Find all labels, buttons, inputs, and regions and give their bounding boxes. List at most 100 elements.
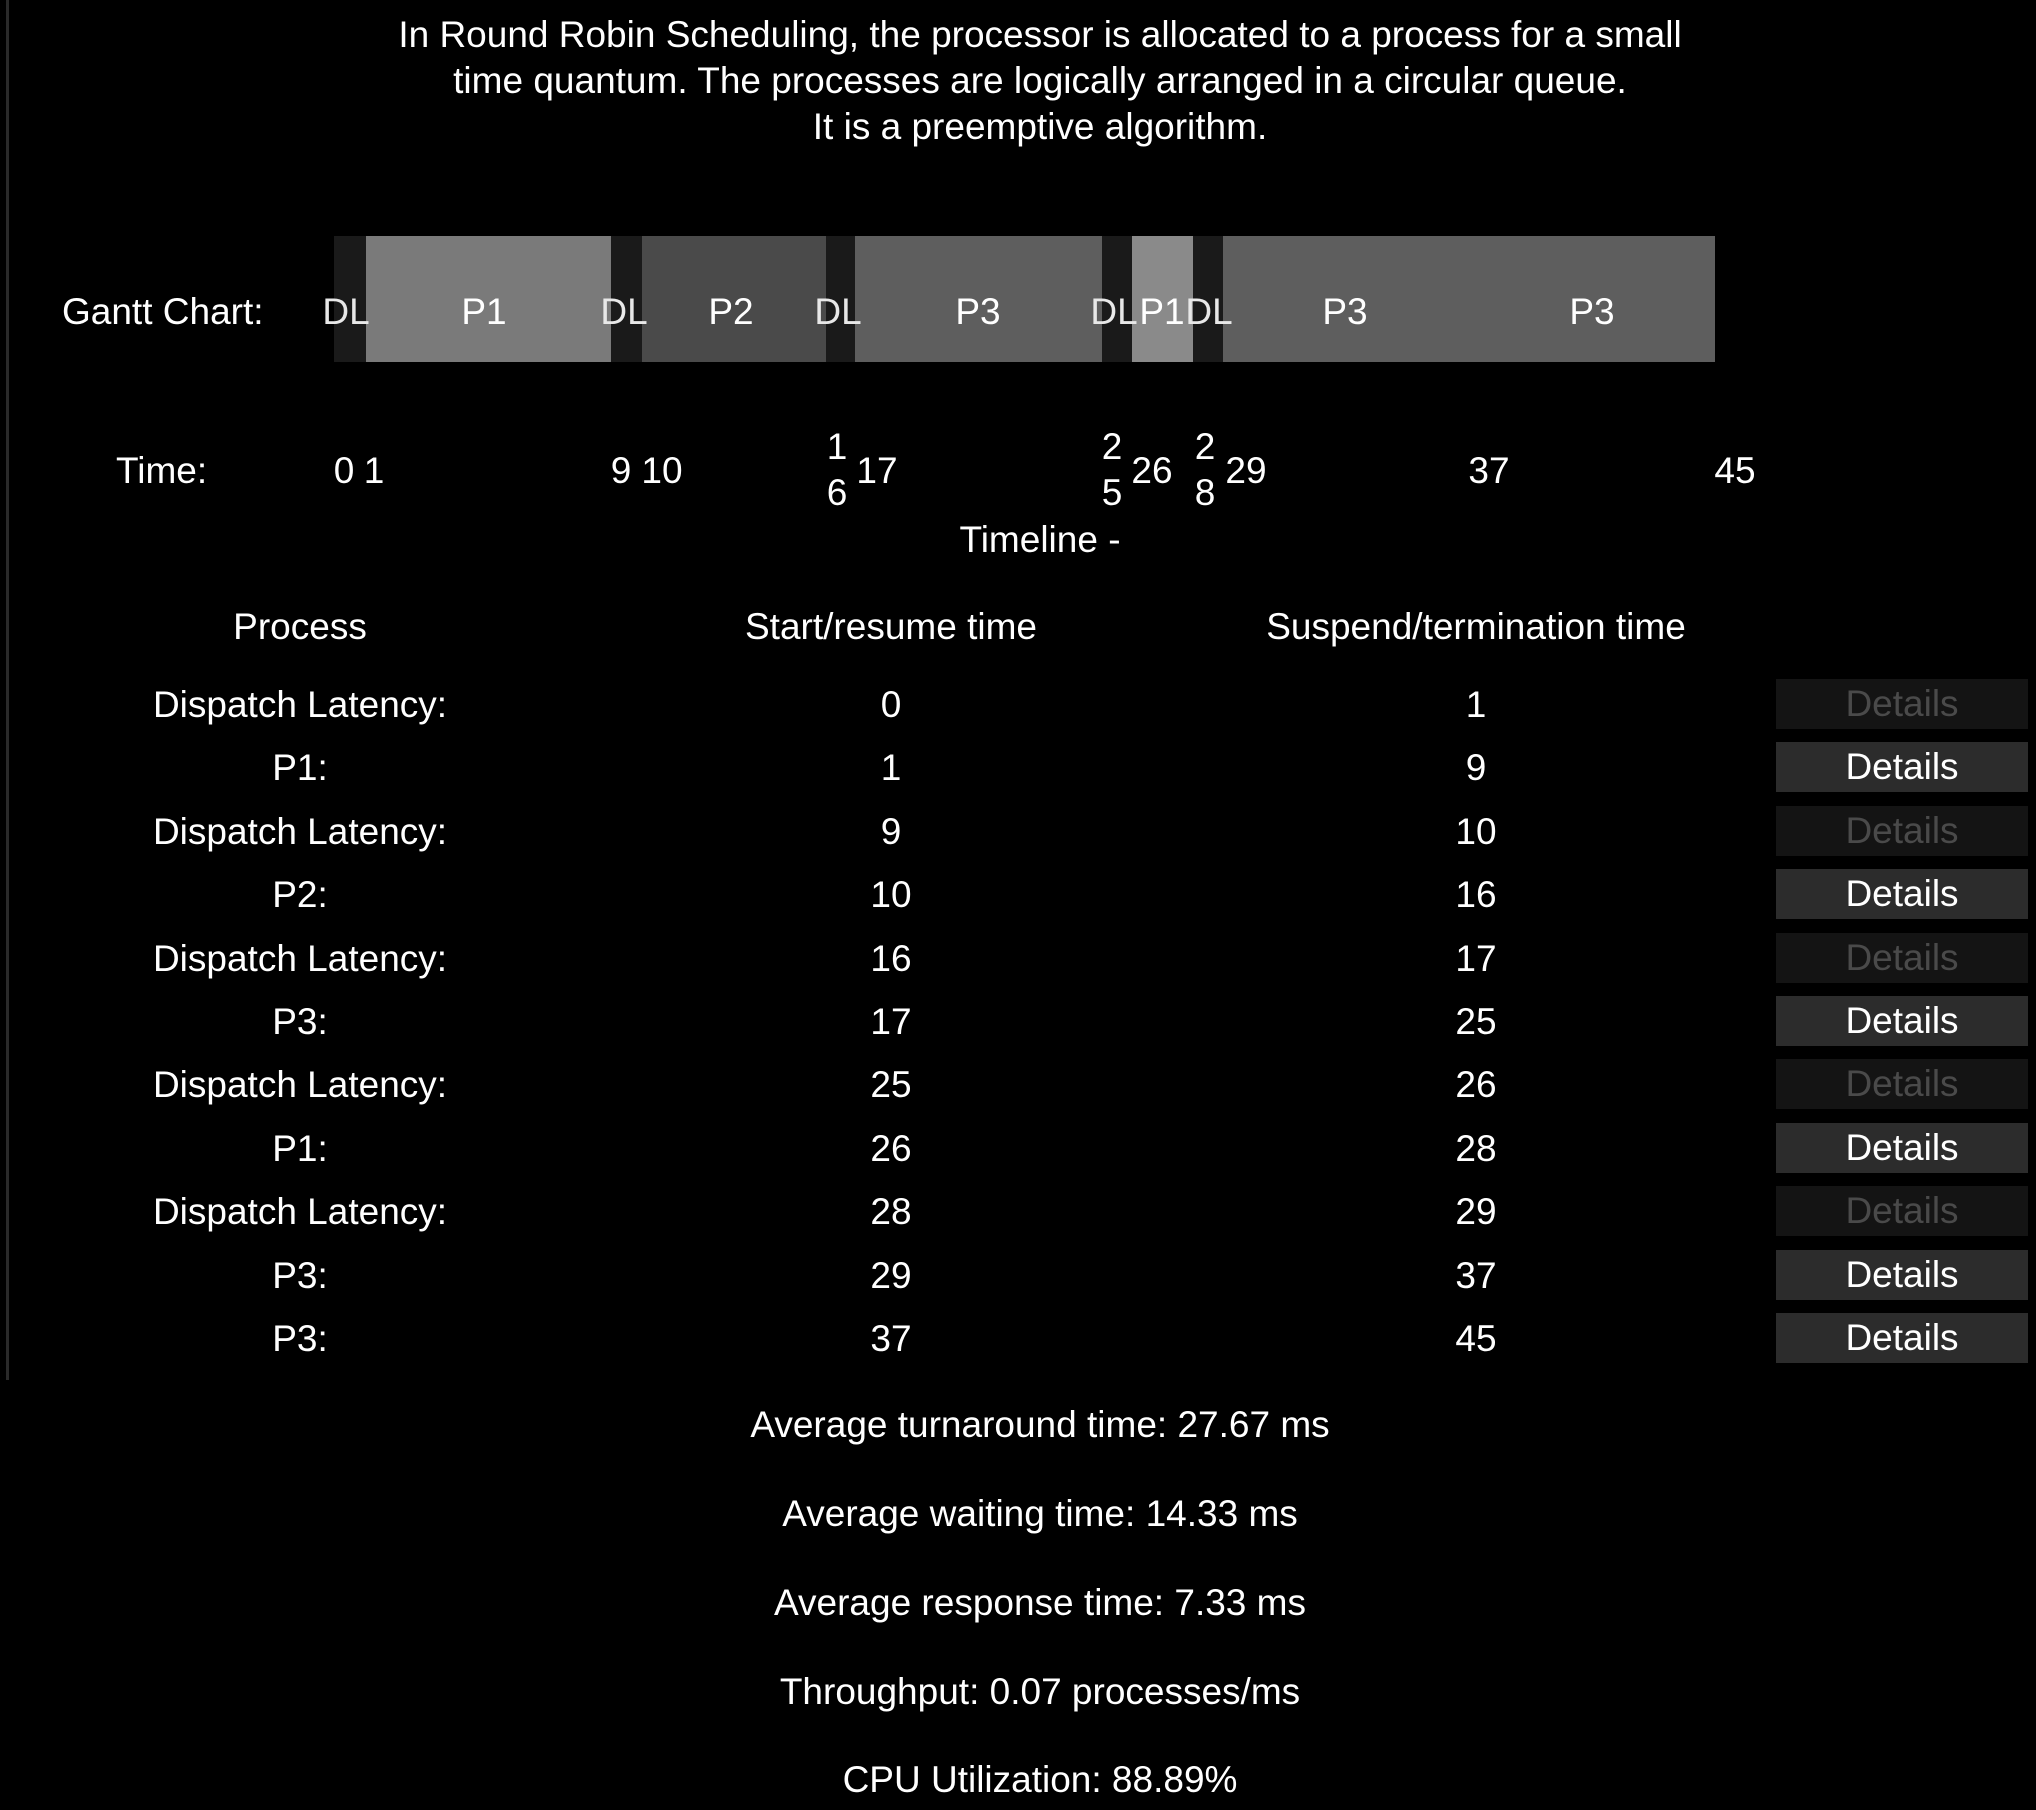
gantt-segment-p1-1 (366, 236, 611, 362)
timeline-tick: 0 (333, 450, 355, 491)
throughput: Throughput: 0.07 processes/ms (779, 1671, 1301, 1712)
process-name: Dispatch Latency: (152, 1191, 448, 1232)
table-row: Dispatch Latency: 9 10 Details (0, 800, 2036, 863)
gantt-segment-dl-0 (334, 236, 366, 362)
end-time: 10 (1455, 811, 1497, 852)
details-button[interactable]: Details (1776, 869, 2028, 919)
table-row: P3: 17 25 Details (0, 990, 2036, 1053)
timeline-tick: 29 (1225, 450, 1267, 491)
start-time: 25 (870, 1064, 912, 1105)
cpu-utilization: CPU Utilization: 88.89% (842, 1759, 1238, 1800)
gantt-segment-p3-37 (1469, 236, 1715, 362)
gantt-segment-label: DL (1185, 291, 1233, 332)
process-name: P1: (272, 1128, 328, 1169)
table-row: Dispatch Latency: 28 29 Details (0, 1180, 2036, 1243)
details-button: Details (1776, 933, 2028, 983)
timeline-tick: 37 (1468, 450, 1510, 491)
gantt-segment-label: DL (322, 291, 370, 332)
timeline-tick: 17 (856, 450, 898, 491)
gantt-chart (0, 236, 2036, 362)
gantt-segment-label: DL (600, 291, 648, 332)
table-row: P1: 26 28 Details (0, 1117, 2036, 1180)
process-name: P2: (272, 874, 328, 915)
end-time: 28 (1455, 1128, 1497, 1169)
gantt-segment-label: DL (814, 291, 862, 332)
table-row: P2: 10 16 Details (0, 863, 2036, 926)
gantt-segment-label: P1 (1139, 291, 1185, 332)
process-name: Dispatch Latency: (152, 938, 448, 979)
end-time: 9 (1465, 747, 1487, 788)
start-time: 0 (880, 684, 902, 725)
header-end-time: Suspend/termination time (1266, 606, 1686, 647)
gantt-segment-dl-25 (1102, 236, 1132, 362)
gantt-segment-dl-28 (1193, 236, 1223, 362)
description-line-3: It is a preemptive algorithm. (812, 106, 1268, 147)
end-time: 26 (1455, 1064, 1497, 1105)
table-row: P3: 29 37 Details (0, 1244, 2036, 1307)
gantt-segment-dl-9 (611, 236, 642, 362)
details-button[interactable]: Details (1776, 1313, 2028, 1363)
description-line-1: In Round Robin Scheduling, the processor… (398, 14, 1682, 55)
end-time: 45 (1455, 1318, 1497, 1359)
table-row: Dispatch Latency: 16 17 Details (0, 927, 2036, 990)
gantt-segment-p3-17 (855, 236, 1102, 362)
end-time: 17 (1455, 938, 1497, 979)
start-time: 37 (870, 1318, 912, 1359)
table-row: Dispatch Latency: 0 1 Details (0, 673, 2036, 736)
timeline-caption: Timeline - (959, 519, 1121, 560)
details-button[interactable]: Details (1776, 742, 2028, 792)
start-time: 10 (870, 874, 912, 915)
start-time: 1 (880, 747, 902, 788)
gantt-segment-label: P3 (1569, 291, 1615, 332)
gantt-segment-p1-26 (1132, 236, 1193, 362)
gantt-segment-label: P2 (708, 291, 754, 332)
start-time: 16 (870, 938, 912, 979)
timeline-tick: 45 (1714, 450, 1756, 491)
gantt-chart-label: Gantt Chart: (62, 291, 264, 332)
window-edge (6, 0, 9, 1380)
start-time: 29 (870, 1255, 912, 1296)
gantt-segment-label: DL (1090, 291, 1138, 332)
description-line-2: time quantum. The processes are logicall… (453, 60, 1627, 101)
avg-response-time: Average response time: 7.33 ms (774, 1582, 1306, 1623)
details-button[interactable]: Details (1776, 1123, 2028, 1173)
timeline-tick: 1 (363, 450, 385, 491)
timeline-tick: 10 (641, 450, 683, 491)
details-button: Details (1776, 806, 2028, 856)
start-time: 17 (870, 1001, 912, 1042)
gantt-segment-label: P1 (461, 291, 507, 332)
process-name: P1: (272, 747, 328, 788)
gantt-segment-p3-29 (1223, 236, 1469, 362)
time-label: Time: (116, 450, 208, 491)
process-name: Dispatch Latency: (152, 811, 448, 852)
process-name: Dispatch Latency: (152, 1064, 448, 1105)
table-row: P1: 1 9 Details (0, 736, 2036, 799)
timeline-tick: 26 (1131, 450, 1173, 491)
gantt-segment-label: P3 (955, 291, 1001, 332)
gantt-segment-p2-10 (642, 236, 826, 362)
timeline-tick: 9 (610, 450, 632, 491)
end-time: 37 (1455, 1255, 1497, 1296)
avg-waiting-time: Average waiting time: 14.33 ms (782, 1493, 1298, 1534)
details-button: Details (1776, 1059, 2028, 1109)
details-button: Details (1776, 1186, 2028, 1236)
end-time: 16 (1455, 874, 1497, 915)
avg-turnaround-time: Average turnaround time: 27.67 ms (750, 1404, 1330, 1445)
end-time: 1 (1465, 684, 1487, 725)
details-button[interactable]: Details (1776, 1250, 2028, 1300)
start-time: 26 (870, 1128, 912, 1169)
header-start-time: Start/resume time (745, 606, 1037, 647)
start-time: 9 (880, 811, 902, 852)
process-name: P3: (272, 1318, 328, 1359)
process-name: P3: (272, 1255, 328, 1296)
process-name: P3: (272, 1001, 328, 1042)
details-button: Details (1776, 679, 2028, 729)
table-row: Dispatch Latency: 25 26 Details (0, 1053, 2036, 1116)
header-process: Process (233, 606, 367, 647)
end-time: 25 (1455, 1001, 1497, 1042)
details-button[interactable]: Details (1776, 996, 2028, 1046)
gantt-segment-dl-16 (826, 236, 855, 362)
